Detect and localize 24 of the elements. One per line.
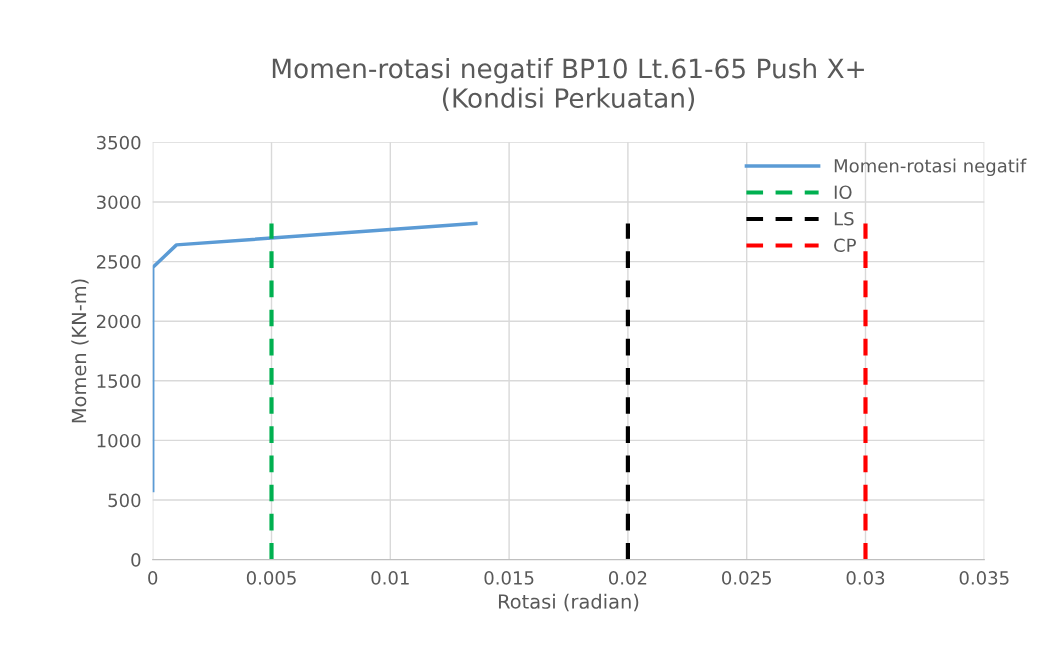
- y-tick-label: 0: [131, 553, 141, 567]
- legend-label: CP: [834, 238, 856, 253]
- x-tick-label: 0.03: [846, 571, 885, 585]
- y-tick-label: 3000: [97, 195, 141, 210]
- chart-title: Momen-rotasi negatif BP10 Lt.61-65 Push X+ (Kondisi Perkuatan): [272, 58, 864, 112]
- x-axis-title: Rotasi (radian): [498, 593, 639, 612]
- x-tick-label: 0.005: [246, 571, 296, 585]
- y-tick-label: 3500: [97, 135, 141, 150]
- x-tick-label: 0.035: [959, 571, 1009, 585]
- legend-label: Momen-rotasi negatif: [834, 158, 1027, 177]
- y-tick-label: 2000: [96, 314, 141, 329]
- legend-label: LS: [834, 211, 854, 226]
- y-tick-label: 1500: [97, 374, 141, 388]
- x-tick-label: 0.025: [722, 571, 771, 585]
- y-axis-title: Momen (KN-m): [71, 279, 89, 423]
- x-tick-label: 0.015: [484, 571, 534, 585]
- y-tick-label: 500: [108, 493, 141, 508]
- x-tick-label: 0.02: [608, 571, 647, 585]
- x-tick-label: 0.01: [371, 571, 409, 585]
- y-tick-label: 1000: [97, 433, 141, 448]
- line-series: [152, 221, 478, 493]
- legend-label: IO: [834, 185, 852, 200]
- x-tick-label: 0: [148, 571, 158, 585]
- y-tick-label: 2500: [96, 255, 141, 269]
